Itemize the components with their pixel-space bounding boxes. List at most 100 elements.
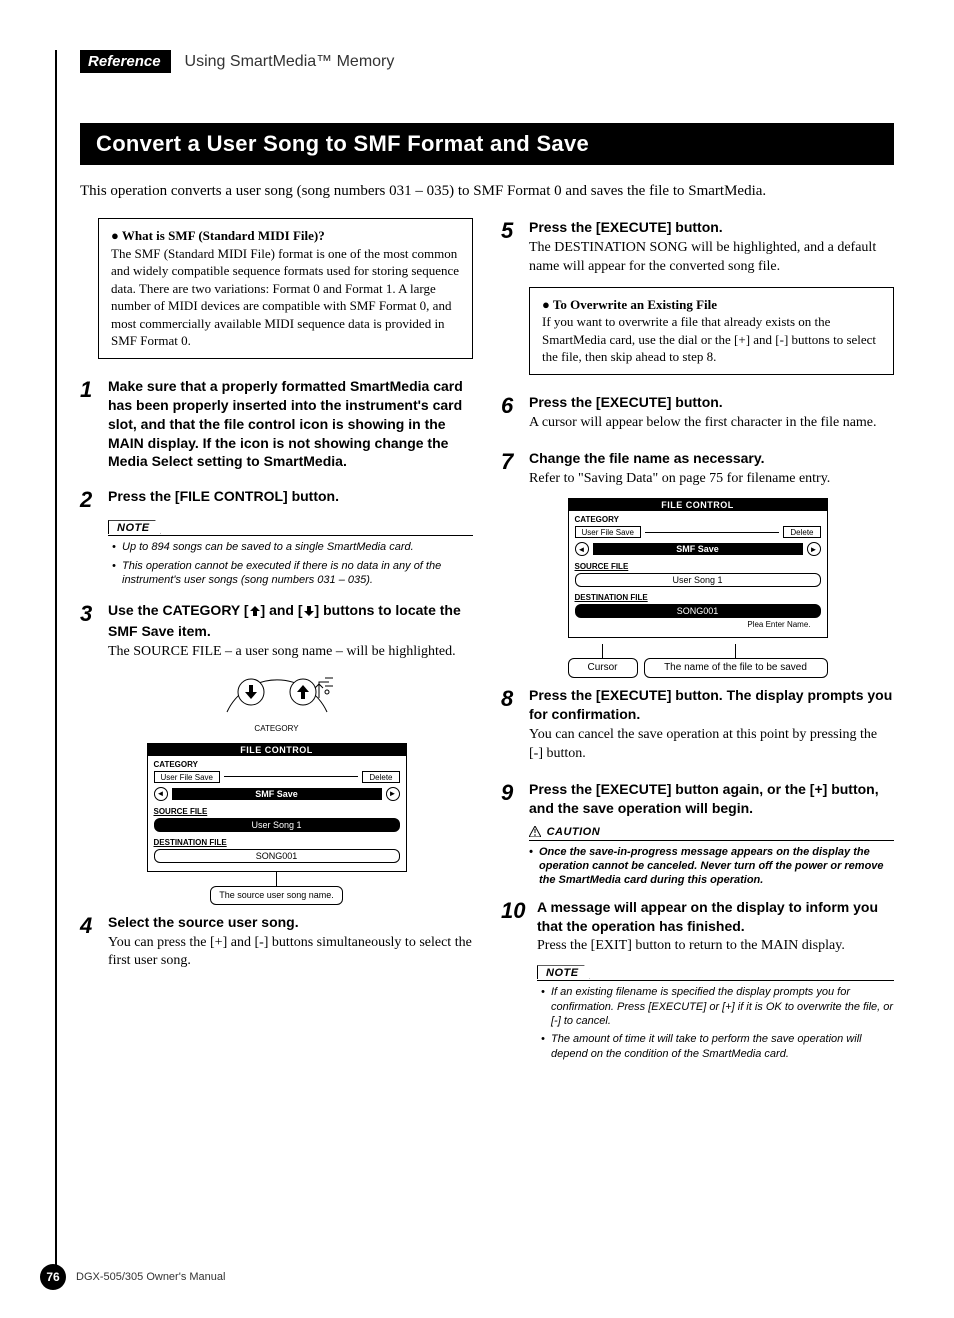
footer-text: DGX-505/305 Owner's Manual bbox=[76, 1271, 225, 1283]
note-list: If an existing filename is specified the… bbox=[537, 980, 894, 1060]
caution-label: CAUTION bbox=[529, 826, 894, 838]
lcd-screenshot-2: FILE CONTROL CATEGORY User File Save Del… bbox=[568, 498, 828, 678]
step-number: 6 bbox=[501, 393, 529, 417]
reference-badge: Reference bbox=[80, 50, 171, 73]
step-number: 4 bbox=[80, 913, 108, 937]
step-5: 5 Press the [EXECUTE] button. The DESTIN… bbox=[501, 218, 894, 277]
step-6: 6 Press the [EXECUTE] button. A cursor w… bbox=[501, 393, 894, 433]
step-text: The DESTINATION SONG will be highlighted… bbox=[529, 239, 894, 277]
step-1: 1 Make sure that a properly formatted Sm… bbox=[80, 377, 473, 471]
lcd-source-label: SOURCE FILE bbox=[154, 807, 400, 816]
step-heading: Select the source user song. bbox=[108, 913, 473, 932]
step-number: 1 bbox=[80, 377, 108, 401]
lcd-tab-row: User File Save Delete bbox=[154, 771, 400, 783]
note-label: NOTE bbox=[537, 965, 590, 979]
step-heading: Press the [FILE CONTROL] button. bbox=[108, 487, 473, 506]
overwrite-body: If you want to overwrite a file that alr… bbox=[542, 313, 881, 366]
note-list: Up to 894 songs can be saved to a single… bbox=[108, 535, 473, 587]
step3-text-b: ] and [ bbox=[261, 602, 303, 618]
step-text: You can press the [+] and [-] buttons si… bbox=[108, 934, 473, 972]
page-footer: 76 DGX-505/305 Owner's Manual bbox=[40, 1264, 225, 1290]
lcd-right-arrow-icon: ► bbox=[386, 787, 400, 801]
category-dial-illustration: CATEGORY bbox=[80, 668, 473, 733]
lcd-right-arrow-icon: ► bbox=[807, 542, 821, 556]
lcd-tab-right: Delete bbox=[362, 771, 399, 783]
callout-source-name: The source user song name. bbox=[210, 886, 343, 905]
caution-label-text: CAUTION bbox=[547, 826, 601, 838]
lcd-source-value: User Song 1 bbox=[154, 818, 400, 832]
caution-list: Once the save-in-progress message appear… bbox=[529, 840, 894, 888]
lcd-source-value: User Song 1 bbox=[575, 573, 821, 587]
lcd-dest-label: DESTINATION FILE bbox=[575, 593, 821, 602]
lcd-subline: Plea Enter Name. bbox=[575, 620, 821, 629]
lcd-title: FILE CONTROL bbox=[148, 744, 406, 756]
lcd-left-arrow-icon: ◄ bbox=[575, 542, 589, 556]
step-heading: Make sure that a properly formatted Smar… bbox=[108, 377, 473, 471]
step-9: 9 Press the [EXECUTE] button again, or t… bbox=[501, 780, 894, 818]
left-column: What is SMF (Standard MIDI File)? The SM… bbox=[80, 218, 473, 1075]
overwrite-heading: To Overwrite an Existing File bbox=[542, 296, 881, 314]
step-8: 8 Press the [EXECUTE] button. The displa… bbox=[501, 686, 894, 764]
note-after-step2: NOTE Up to 894 songs can be saved to a s… bbox=[108, 517, 473, 587]
caution-block: CAUTION Once the save-in-progress messag… bbox=[529, 826, 894, 888]
step-number: 9 bbox=[501, 780, 529, 804]
lcd-category-label: CATEGORY bbox=[575, 515, 821, 524]
lcd-screenshot-1: FILE CONTROL CATEGORY User File Save Del… bbox=[147, 743, 407, 905]
two-column-layout: What is SMF (Standard MIDI File)? The SM… bbox=[80, 218, 894, 1075]
step-3: 3 Use the CATEGORY [] and [] buttons to … bbox=[80, 601, 473, 662]
lcd-title: FILE CONTROL bbox=[569, 499, 827, 511]
step-heading: Use the CATEGORY [] and [] buttons to lo… bbox=[108, 601, 473, 641]
category-down-icon bbox=[303, 603, 315, 622]
step-number: 10 bbox=[501, 898, 537, 922]
step-text: Press the [EXIT] button to return to the… bbox=[537, 937, 894, 956]
step-number: 2 bbox=[80, 487, 108, 511]
step-number: 8 bbox=[501, 686, 529, 710]
lcd-dest-value: SONG001 bbox=[575, 604, 821, 618]
step-heading: Press the [EXECUTE] button again, or the… bbox=[529, 780, 894, 818]
lcd-category-label: CATEGORY bbox=[154, 760, 400, 769]
step-heading: Press the [EXECUTE] button. bbox=[529, 393, 894, 412]
lcd-selected-item: SMF Save bbox=[593, 543, 803, 555]
callout-filename: The name of the file to be saved bbox=[644, 658, 828, 678]
caution-item: Once the save-in-progress message appear… bbox=[529, 845, 894, 888]
page-header: Reference Using SmartMedia™ Memory bbox=[80, 50, 894, 73]
section-title: Convert a User Song to SMF Format and Sa… bbox=[80, 123, 894, 165]
lcd-dest-value: SONG001 bbox=[154, 849, 400, 863]
lcd-tab-left: User File Save bbox=[154, 771, 220, 783]
step-text: You can cancel the save operation at thi… bbox=[529, 726, 894, 764]
step-number: 5 bbox=[501, 218, 529, 242]
step-text: Refer to "Saving Data" on page 75 for fi… bbox=[529, 470, 894, 489]
step-text: The SOURCE FILE – a user song name – wil… bbox=[108, 643, 473, 662]
right-column: 5 Press the [EXECUTE] button. The DESTIN… bbox=[501, 218, 894, 1075]
step-heading: Press the [EXECUTE] button. bbox=[529, 218, 894, 237]
overwrite-info-box: To Overwrite an Existing File If you wan… bbox=[529, 287, 894, 375]
step-4: 4 Select the source user song. You can p… bbox=[80, 913, 473, 972]
step-2: 2 Press the [FILE CONTROL] button. bbox=[80, 487, 473, 511]
smf-info-heading: What is SMF (Standard MIDI File)? bbox=[111, 227, 460, 245]
category-dial-label: CATEGORY bbox=[80, 724, 473, 733]
page-margin-rule bbox=[55, 50, 57, 1268]
step3-text-a: Use the CATEGORY [ bbox=[108, 602, 249, 618]
lcd-selected-item: SMF Save bbox=[172, 788, 382, 800]
intro-paragraph: This operation converts a user song (son… bbox=[80, 183, 894, 200]
lcd-tab-left: User File Save bbox=[575, 526, 641, 538]
category-up-icon bbox=[249, 603, 261, 622]
step-heading: A message will appear on the display to … bbox=[537, 898, 894, 936]
step-number: 7 bbox=[501, 449, 529, 473]
lcd-tab-right: Delete bbox=[783, 526, 820, 538]
step-heading: Change the file name as necessary. bbox=[529, 449, 894, 468]
step-number: 3 bbox=[80, 601, 108, 625]
callout-cursor: Cursor bbox=[568, 658, 638, 678]
step-10: 10 A message will appear on the display … bbox=[501, 898, 894, 957]
step-text: A cursor will appear below the first cha… bbox=[529, 414, 894, 433]
note-item: If an existing filename is specified the… bbox=[541, 985, 894, 1028]
lcd-left-arrow-icon: ◄ bbox=[154, 787, 168, 801]
lcd-source-label: SOURCE FILE bbox=[575, 562, 821, 571]
note-item: The amount of time it will take to perfo… bbox=[541, 1032, 894, 1061]
step-heading: Press the [EXECUTE] button. The display … bbox=[529, 686, 894, 724]
smf-info-body: The SMF (Standard MIDI File) format is o… bbox=[111, 245, 460, 350]
smf-info-box: What is SMF (Standard MIDI File)? The SM… bbox=[98, 218, 473, 359]
page-number: 76 bbox=[40, 1264, 66, 1290]
step-7: 7 Change the file name as necessary. Ref… bbox=[501, 449, 894, 489]
lcd-dest-label: DESTINATION FILE bbox=[154, 838, 400, 847]
